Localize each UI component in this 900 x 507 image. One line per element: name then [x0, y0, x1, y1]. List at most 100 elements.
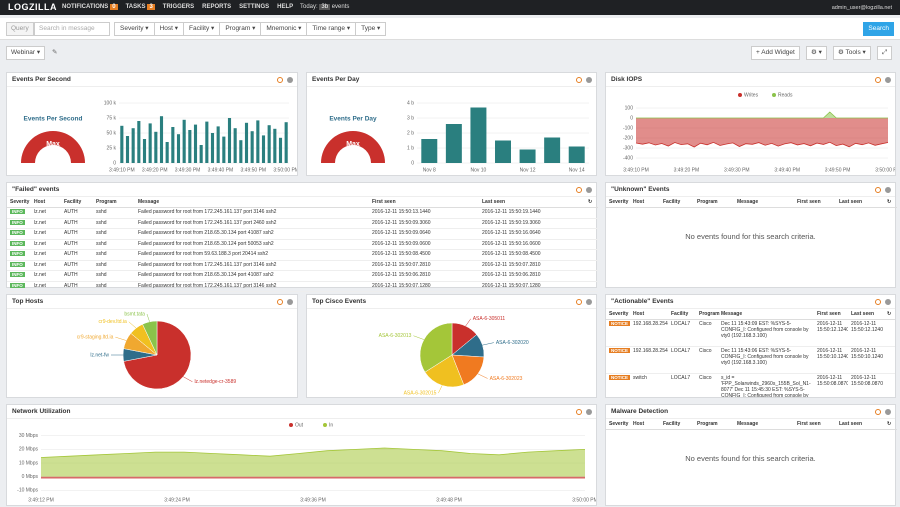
cell-text: switch	[633, 375, 647, 381]
user[interactable]: admin_user@logzilla.net	[831, 5, 892, 11]
column-header: Message	[135, 197, 369, 208]
cell: sshd	[93, 228, 135, 240]
settings-icon[interactable]	[586, 77, 592, 83]
refresh-icon[interactable]: ↻	[884, 419, 897, 430]
close-icon[interactable]	[576, 77, 582, 83]
expand-button[interactable]: ⤢	[877, 46, 893, 60]
search-button[interactable]: Search	[863, 22, 894, 36]
logo[interactable]: LOGZILLA	[8, 2, 57, 12]
cell: NOTICE	[606, 346, 630, 374]
event-row[interactable]: INFO lz.net AUTH sshd Failed password for ro…	[7, 249, 598, 261]
x-tick-label: 3:49:30 PM	[724, 167, 750, 173]
dropdown[interactable]: Program ▾	[219, 22, 262, 36]
cell-text: 2016-12-11 15:50:07.1280	[372, 282, 431, 289]
cell-text: Failed password for root from 218.65.30.…	[138, 230, 274, 236]
nav-item[interactable]: NOTIFICATIONS 0	[62, 4, 118, 10]
nav-item[interactable]: TRIGGERS	[163, 4, 194, 10]
settings-icon[interactable]	[586, 187, 592, 193]
x-tick-label: 3:49:10 PM	[109, 167, 135, 173]
event-row[interactable]: NOTICE switch LOCAL7 Cisco s_id = 'FPP_Solar…	[606, 373, 895, 397]
y-tick-label: -10 Mbps	[17, 488, 38, 494]
cell: 2016-12-11 15:50:08.0870	[848, 373, 884, 397]
close-icon[interactable]	[277, 77, 283, 83]
y-tick-label: 30 Mbps	[19, 433, 39, 439]
bar	[120, 125, 124, 163]
cell: 2016-12-11 15:50:07.2810	[369, 260, 479, 271]
pie-slice	[419, 322, 453, 373]
refresh-icon[interactable]: ↻	[585, 197, 598, 208]
add-widget[interactable]: + Add Widget	[751, 46, 800, 60]
cell: 2016-12-11 15:50:16.0640	[479, 228, 585, 240]
refresh-icon[interactable]: ↻	[884, 309, 895, 320]
cell-text: AUTH	[64, 272, 78, 278]
close-icon[interactable]	[875, 187, 881, 193]
event-row[interactable]: INFO lz.net AUTH sshd Failed password for ro…	[7, 270, 598, 282]
search-input[interactable]: Search in message	[34, 22, 110, 36]
cell: sshd	[93, 270, 135, 282]
nav-item[interactable]: REPORTS	[202, 4, 231, 10]
event-row[interactable]: INFO lz.net AUTH sshd Failed password for ro…	[7, 207, 598, 219]
settings-icon[interactable]	[885, 187, 891, 193]
dashboard-select[interactable]: Webinar ▾	[6, 46, 46, 60]
settings-icon[interactable]	[586, 409, 592, 415]
bar	[171, 127, 175, 163]
settings-icon[interactable]	[885, 299, 891, 305]
settings-button[interactable]: ⚙ ▾	[806, 46, 827, 60]
dropdown[interactable]: Severity ▾	[114, 22, 155, 36]
event-row[interactable]: NOTICE 192.168.28.254 LOCAL7 Cisco Dec 11 15…	[606, 319, 895, 347]
dropdown[interactable]: Type ▾	[355, 22, 387, 36]
cell: sshd	[93, 249, 135, 261]
refresh-icon[interactable]: ↻	[884, 197, 897, 208]
close-icon[interactable]	[875, 77, 881, 83]
cell: INFO	[7, 239, 31, 250]
settings-icon[interactable]	[287, 299, 293, 305]
cell	[884, 319, 895, 347]
event-row[interactable]: INFO lz.net AUTH sshd Failed password for ro…	[7, 228, 598, 240]
y-tick-label: 1 b	[407, 145, 414, 151]
y-tick-label: 50 k	[107, 130, 117, 136]
cell: 2016-12-11 15:50:08.0870	[814, 373, 848, 397]
close-icon[interactable]	[875, 299, 881, 305]
column-header: Host	[630, 197, 660, 208]
settings-icon[interactable]	[586, 299, 592, 305]
cell-text: Failed password for root from 172.245.16…	[138, 209, 277, 215]
severity-badge: INFO	[10, 240, 25, 246]
query-button[interactable]: Query	[6, 22, 34, 36]
close-icon[interactable]	[576, 187, 582, 193]
severity-badge: INFO	[10, 209, 25, 214]
settings-icon[interactable]	[885, 409, 891, 415]
event-row[interactable]: INFO lz.net AUTH sshd Failed password for ro…	[7, 239, 598, 250]
column-header: Facility	[660, 419, 694, 430]
dropdown[interactable]: Time range ▾	[306, 22, 357, 36]
event-row[interactable]: INFO lz.net AUTH sshd Failed password for ro…	[7, 281, 598, 292]
column-header: Severity	[606, 309, 630, 320]
cell: sshd	[93, 239, 135, 250]
dropdown[interactable]: Facility ▾	[183, 22, 221, 36]
event-row[interactable]: INFO lz.net AUTH sshd Failed password for ro…	[7, 260, 598, 271]
widget-title: Events Per Second	[7, 73, 297, 87]
event-row[interactable]: NOTICE 192.168.28.254 LOCAL7 Cisco Dec 11 15…	[606, 346, 895, 374]
close-icon[interactable]	[576, 409, 582, 415]
bar	[159, 116, 164, 163]
x-tick-label: Nov 10	[471, 167, 487, 173]
settings-icon[interactable]	[287, 77, 293, 83]
event-row[interactable]: INFO lz.net AUTH sshd Failed password for ro…	[7, 218, 598, 229]
nav-item[interactable]: SETTINGS	[239, 4, 269, 10]
edit-icon[interactable]: ✎	[52, 49, 58, 56]
event-table: Severity Host Facility Program Message First …	[606, 309, 895, 397]
close-icon[interactable]	[277, 299, 283, 305]
close-icon[interactable]	[576, 299, 582, 305]
widget-chart: Events Per Second Max 63.5k 0 25 k 50 k 75 k 10…	[21, 100, 297, 173]
dropdown[interactable]: Host ▾	[153, 22, 185, 36]
dropdown[interactable]: Mnemonic ▾	[260, 22, 308, 36]
nav-item[interactable]: TASKS 3	[126, 4, 155, 10]
nav-label: REPORTS	[202, 4, 232, 10]
tools-button[interactable]: ⚙ Tools ▾	[833, 46, 871, 60]
y-tick-label: 75 k	[107, 115, 117, 121]
close-icon[interactable]	[875, 409, 881, 415]
y-tick-label: 0	[113, 160, 116, 166]
bar	[568, 146, 585, 163]
nav-item[interactable]: HELP	[277, 4, 293, 10]
settings-icon[interactable]	[885, 77, 891, 83]
cell: Failed password for root from 218.65.30.…	[135, 239, 369, 250]
